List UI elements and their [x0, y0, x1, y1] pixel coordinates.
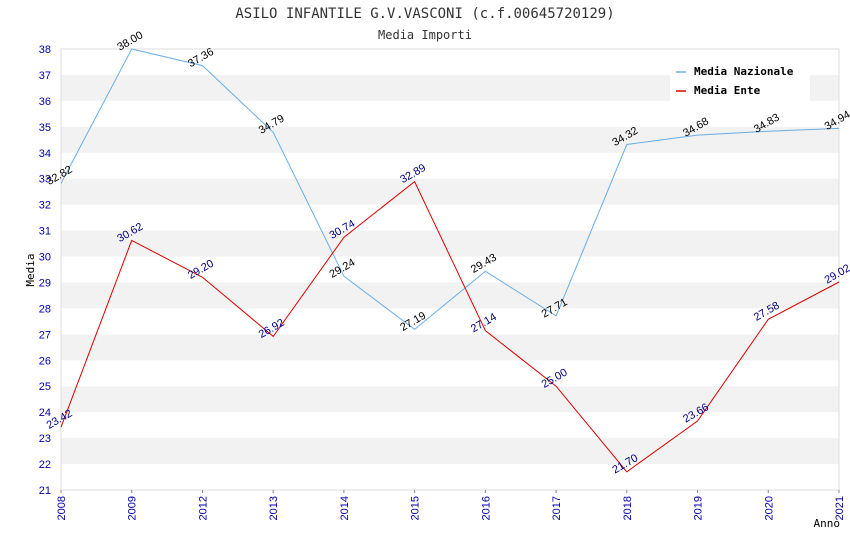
- y-tick-label: 36: [39, 96, 51, 108]
- grid-band: [61, 204, 839, 231]
- grid-band: [61, 308, 839, 335]
- series-line-media-nazionale: [60, 48, 840, 331]
- y-tick-label: 38: [39, 44, 51, 56]
- x-tick-label: 2020: [763, 496, 775, 520]
- x-tick-label: 2016: [480, 496, 492, 520]
- y-tick-label: 28: [39, 303, 51, 315]
- x-tick-label: 2013: [268, 496, 280, 520]
- legend: Media Nazionale Media Ente: [670, 60, 810, 102]
- y-tick-label: 21: [39, 485, 51, 497]
- y-tick-label: 26: [39, 355, 51, 367]
- y-tick-label: 37: [39, 70, 51, 82]
- grid-band: [61, 256, 839, 283]
- legend-label-media-nazionale: Media Nazionale: [694, 65, 794, 78]
- y-tick-label: 30: [39, 252, 51, 264]
- y-tick-label: 33: [39, 174, 51, 186]
- y-tick-label: 32: [39, 200, 51, 212]
- grid-band: [61, 282, 839, 309]
- x-tick-label: 2012: [197, 496, 209, 520]
- x-tick-label: 2019: [693, 496, 705, 520]
- x-tick-label: 2009: [127, 496, 139, 520]
- y-tick-label: 35: [39, 122, 51, 134]
- x-tick-label: 2015: [410, 496, 422, 520]
- plot-area-border: [60, 48, 840, 491]
- grid-band: [61, 334, 839, 361]
- grid-band: [61, 438, 839, 465]
- grid-band: [61, 464, 839, 490]
- series-lines: [60, 48, 840, 473]
- chart-title: ASILO INFANTILE G.V.VASCONI (c.f.0064572…: [235, 6, 614, 22]
- grid-bands: [60, 48, 840, 491]
- grid-band: [61, 100, 839, 127]
- y-tick-label: 27: [39, 329, 51, 341]
- grid-band: [61, 386, 839, 413]
- grid-band: [61, 126, 839, 153]
- y-tick-label: 24: [39, 407, 51, 419]
- y-tick-label: 22: [39, 459, 51, 471]
- x-tick-label: 2017: [551, 496, 563, 520]
- y-tick-label: 23: [39, 433, 51, 445]
- grid-band: [61, 178, 839, 205]
- y-tick-label: 34: [39, 148, 51, 160]
- y-tick-label: 31: [39, 226, 51, 238]
- y-tick-label: 25: [39, 381, 51, 393]
- legend-box: [670, 60, 810, 102]
- y-axis-ticks: 21 22 23 24 25 26 27 28 29 30 31 32 33 34 35 36 37 38: [39, 44, 51, 497]
- x-tick-label: 2014: [339, 496, 351, 520]
- legend-label-media-ente: Media Ente: [694, 84, 761, 97]
- grid-band: [61, 152, 839, 179]
- grid-band: [61, 412, 839, 439]
- y-axis-label: Media: [24, 253, 37, 286]
- x-axis-ticks: 2008 2009 2012 2013 2014 2015 2016 2017 2018 2019…: [56, 490, 846, 520]
- y-tick-label: 29: [39, 277, 51, 289]
- grid-band: [61, 360, 839, 387]
- series-line-media-ente: [60, 180, 840, 473]
- x-axis-label: Anno: [814, 517, 841, 530]
- chart-subtitle: Media Importi: [378, 28, 472, 42]
- x-tick-label: 2008: [56, 496, 68, 520]
- grid-band: [61, 230, 839, 257]
- x-tick-label: 2018: [622, 496, 634, 520]
- x-tick-label: 2021: [834, 496, 846, 520]
